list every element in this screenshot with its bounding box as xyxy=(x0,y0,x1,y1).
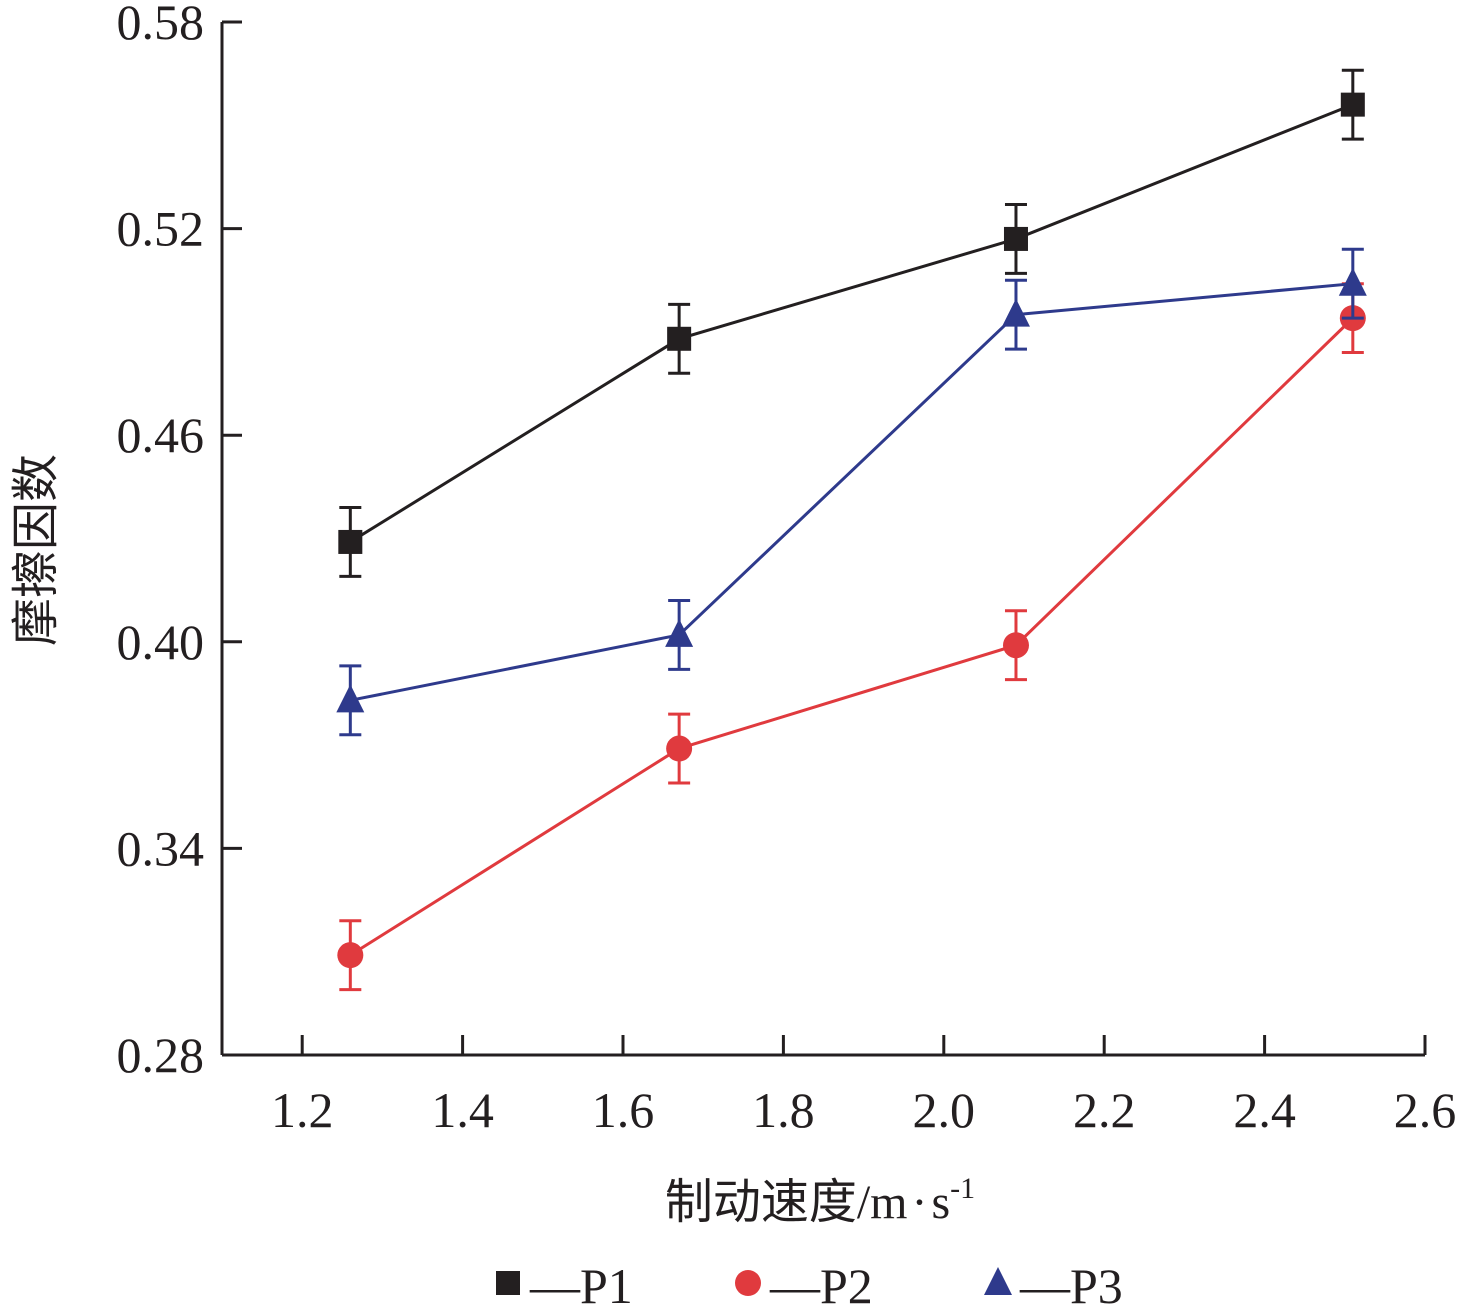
data-point-p1 xyxy=(1340,92,1365,117)
y-tick-label: 0.46 xyxy=(117,407,205,463)
y-tick-label: 0.52 xyxy=(117,201,205,257)
series-p2 xyxy=(337,282,1366,992)
series-line-p2 xyxy=(349,317,1354,957)
legend-item-p3: —P3 xyxy=(984,1258,1123,1309)
data-point-p3 xyxy=(1001,298,1030,327)
x-tick-label: 1.6 xyxy=(592,1082,655,1138)
x-axis-title: 制动速度/m·s-1 xyxy=(665,1172,975,1229)
legend-item-p2: —P2 xyxy=(735,1258,873,1309)
series-line-p3 xyxy=(350,282,1353,702)
data-point-p1 xyxy=(667,326,692,351)
x-tick-label: 1.4 xyxy=(431,1082,494,1138)
legend-label-p1: —P1 xyxy=(529,1258,633,1309)
data-point-p2 xyxy=(337,942,364,969)
axes: 0.28 0.34 0.40 0.46 0.52 0.58 1.2 1.4 1.6 1.8 2.0 2… xyxy=(117,0,1457,1138)
legend-label-p3: —P3 xyxy=(1019,1258,1123,1309)
data-point-p2 xyxy=(1002,632,1029,659)
y-tick-label: 0.40 xyxy=(117,614,205,670)
series-layer xyxy=(336,68,1367,992)
legend-marker-p3 xyxy=(984,1267,1012,1295)
y-axis-title: 摩擦因数 xyxy=(10,454,63,646)
data-point-p3 xyxy=(1338,267,1367,296)
legend: —P1 —P2 —P3 xyxy=(496,1258,1123,1309)
x-tick-label: 2.4 xyxy=(1233,1082,1296,1138)
x-tick-label: 2.6 xyxy=(1394,1082,1457,1138)
data-point-p3 xyxy=(336,684,365,713)
data-point-p2 xyxy=(666,735,693,762)
y-tick-label: 0.58 xyxy=(117,0,205,50)
legend-item-p1: —P1 xyxy=(496,1258,633,1309)
y-tick-label: 0.34 xyxy=(117,820,205,876)
data-point-p1 xyxy=(1003,226,1028,251)
series-p3 xyxy=(336,247,1367,737)
x-tick-label: 2.0 xyxy=(913,1082,976,1138)
x-tick-label: 2.2 xyxy=(1073,1082,1136,1138)
x-tick-label: 1.2 xyxy=(271,1082,334,1138)
legend-label-p2: —P2 xyxy=(769,1258,873,1309)
data-point-p1 xyxy=(338,529,363,554)
series-p1 xyxy=(338,68,1365,578)
data-point-p3 xyxy=(665,618,694,647)
series-line-p1 xyxy=(349,103,1354,544)
y-tick-label: 0.28 xyxy=(117,1027,205,1083)
legend-marker-p1 xyxy=(496,1271,520,1295)
x-tick-label: 1.8 xyxy=(752,1082,815,1138)
legend-marker-p2 xyxy=(735,1270,761,1296)
